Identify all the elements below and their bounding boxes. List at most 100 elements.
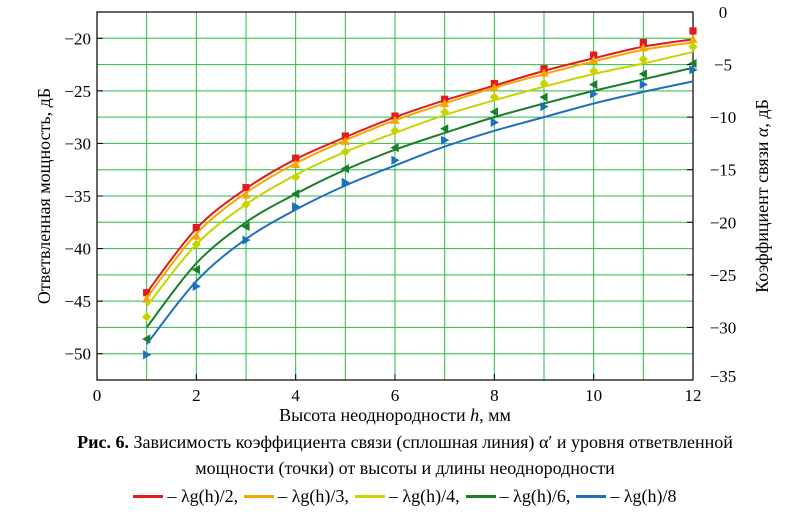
y-left-tick-label: −30: [64, 134, 91, 153]
series-point-5: [242, 235, 251, 245]
legend-swatch-1: [133, 494, 164, 498]
series-point-4: [489, 107, 498, 117]
series-point-2: [191, 231, 201, 240]
y-right-tick-label: 0: [719, 3, 728, 22]
x-tick-label: 2: [192, 386, 201, 405]
y-right-tick-label: −5: [714, 56, 732, 75]
legend-label-5: – λg(h)/8: [610, 486, 677, 506]
series-point-2: [539, 68, 549, 77]
series-point-1: [639, 38, 647, 47]
series-point-3: [589, 66, 599, 76]
series-point-3: [489, 92, 499, 102]
legend-label-4: – λg(h)/6,: [499, 486, 571, 506]
series-point-2: [489, 83, 499, 92]
series-point-5: [292, 201, 301, 212]
legend-swatch-2: [244, 494, 275, 498]
y-left-tick-label: −25: [64, 82, 91, 101]
series-point-5: [689, 65, 698, 75]
series-point-2: [340, 136, 350, 145]
series-point-4: [440, 124, 449, 134]
series-point-2: [638, 43, 648, 52]
legend-item-3: – λg(h)/4,: [354, 484, 460, 508]
series-point-3: [340, 147, 350, 157]
series-point-5: [192, 281, 201, 292]
y-right-tick-label: −35: [710, 367, 737, 386]
legend-item-1: – λg(h)/2,: [133, 484, 238, 508]
y-right-tick-label: −25: [710, 266, 737, 285]
series-point-2: [241, 190, 251, 199]
chart-area: 0 2 4 6 8 10 12 −20 −25 −30 −35 −40 −45 −50 0 −5 −10 −15 −…: [34, 3, 772, 425]
series-point-3: [688, 42, 698, 52]
series-point-1: [292, 154, 300, 162]
legend-label-3: – λg(h)/4,: [388, 486, 460, 506]
series-line-3: [145, 50, 694, 308]
series-point-4: [191, 265, 200, 275]
y-right-tick-label: −20: [710, 213, 737, 232]
x-tick-label: 6: [391, 386, 400, 405]
figure-label: Рис. 6.: [77, 432, 129, 452]
y-left-tick-label: −45: [64, 292, 91, 311]
series-point-2: [440, 98, 450, 108]
figure-caption-line1: Рис. 6. Зависимость коэффициента связи (…: [0, 430, 810, 454]
series-point-5: [490, 117, 499, 127]
figure-caption-line2: мощности (точки) от высоты и длины неодн…: [0, 456, 810, 480]
series-point-1: [143, 289, 151, 297]
series-point-4: [688, 58, 697, 69]
y-left-tick-label: −35: [64, 187, 91, 206]
y-left-tick-label: −40: [64, 240, 91, 259]
series-point-5: [540, 102, 549, 112]
series-line-4: [145, 66, 694, 329]
series-point-3: [241, 199, 251, 210]
series-point-2: [390, 115, 400, 124]
caption-symbol: α′: [538, 432, 553, 452]
series-point-2: [688, 34, 698, 43]
series-point-3: [539, 78, 549, 89]
x-tick-label: 12: [685, 386, 702, 405]
y-left-tick-label: −50: [64, 345, 91, 364]
y-right-axis-title: Коэффициент связи α, дБ: [752, 99, 772, 293]
series-point-5: [639, 79, 648, 90]
y-right-tick-label: −30: [710, 318, 737, 337]
x-tick-label: 10: [585, 386, 602, 405]
x-tick-label: 4: [291, 386, 300, 405]
series-point-5: [391, 155, 400, 165]
y-right-tick-label: −10: [710, 108, 737, 127]
series-point-3: [291, 172, 301, 182]
series-point-4: [241, 221, 250, 232]
legend-item-5: – λg(h)/8: [576, 484, 677, 508]
legend-label-1: – λg(h)/2,: [167, 486, 239, 506]
x-tick-label: 0: [93, 386, 102, 405]
series-point-5: [341, 177, 350, 187]
series-point-5: [441, 135, 450, 145]
legend: – λg(h)/2, – λg(h)/3, – λg(h)/4, – λg(h)…: [0, 484, 810, 508]
y-right-tick-label: −15: [710, 161, 737, 180]
series-point-2: [142, 294, 152, 303]
series-point-3: [191, 239, 201, 249]
series-point-4: [390, 143, 399, 153]
caption-line2-text: мощности (точки) от высоты и длины неодн…: [195, 458, 615, 478]
series-point-1: [590, 51, 598, 59]
x-axis-title: Высота неоднородности h, мм: [279, 405, 511, 425]
x-tick-label: 8: [490, 386, 499, 405]
series-point-4: [589, 79, 598, 90]
series-point-1: [341, 132, 349, 140]
series-point-3: [390, 126, 400, 136]
series-point-4: [539, 92, 548, 102]
y-left-tick-label: −20: [64, 29, 91, 48]
legend-item-4: – λg(h)/6,: [465, 484, 571, 508]
legend-swatch-3: [354, 494, 385, 498]
series-point-4: [340, 164, 349, 174]
series-point-3: [142, 312, 152, 322]
caption-text-after: и уровня ответвленной: [552, 432, 733, 452]
series-point-1: [689, 27, 697, 35]
series-line-5: [145, 80, 694, 345]
legend-swatch-4: [465, 494, 496, 498]
series-point-5: [143, 350, 152, 360]
legend-item-2: – λg(h)/3,: [244, 484, 349, 508]
series-point-2: [291, 159, 301, 169]
y-left-axis-title: Ответвленная мощность, дБ: [34, 88, 54, 304]
series-point-5: [590, 89, 599, 99]
series-point-2: [589, 55, 599, 64]
legend-label-2: – λg(h)/3,: [278, 486, 349, 506]
series-point-4: [291, 189, 300, 199]
